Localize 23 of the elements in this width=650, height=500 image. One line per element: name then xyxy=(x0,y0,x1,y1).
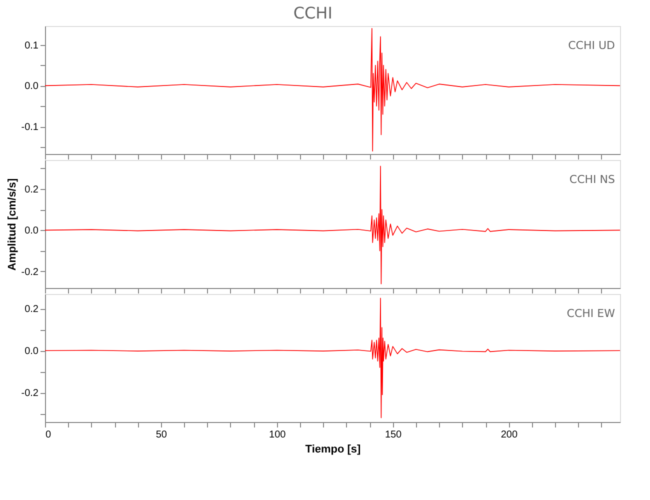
x-tick-label: 100 xyxy=(269,430,286,440)
y-tick-label: -0.1 xyxy=(21,122,39,134)
x-tick-label: 200 xyxy=(500,430,518,440)
x-axis-title: Tiempo [s] xyxy=(305,444,362,456)
x-tick-label: 150 xyxy=(384,430,402,440)
y-tick-label: 0.2 xyxy=(24,304,39,316)
y-tick-label: 0.0 xyxy=(24,226,39,237)
y-tick-label: 0.0 xyxy=(24,81,39,92)
y-tick-label: 0.1 xyxy=(24,40,39,52)
y-tick-label: 0.2 xyxy=(24,184,39,196)
annotation: CCHI UD xyxy=(568,39,615,52)
chart-title: CCHI xyxy=(293,4,332,22)
annotation: CCHI EW xyxy=(566,307,616,320)
x-tick-label: 50 xyxy=(156,430,168,440)
line-series xyxy=(45,298,620,418)
line-series xyxy=(45,28,620,152)
line-series xyxy=(45,166,620,284)
y-tick-label: -0.2 xyxy=(21,388,39,400)
x-tick-label: 0 xyxy=(46,430,52,440)
y-tick-label: 0.0 xyxy=(24,346,39,358)
y-tick-label: -0.2 xyxy=(21,266,39,278)
y-axis-title: Amplitud [cm/s/s] xyxy=(6,178,18,271)
annotation: CCHI NS xyxy=(569,173,616,186)
